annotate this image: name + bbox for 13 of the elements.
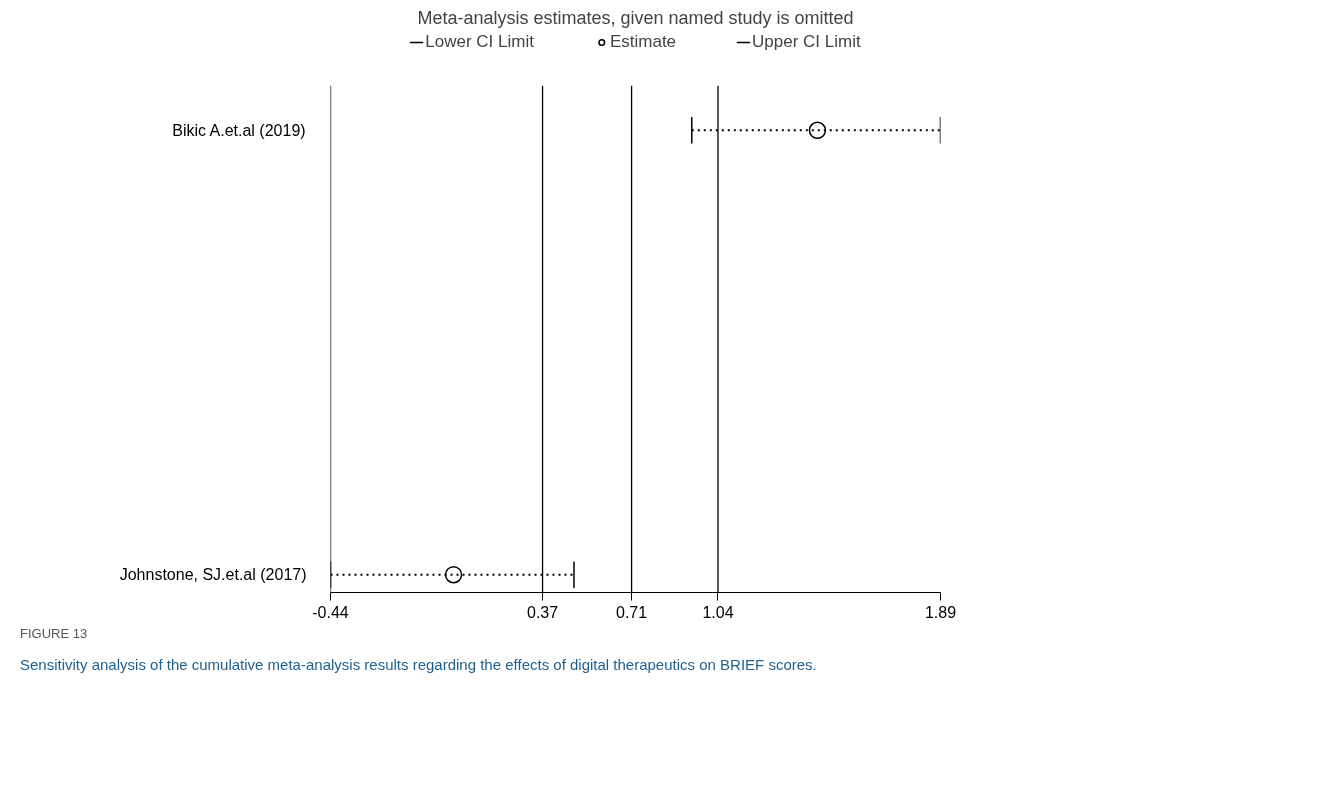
x-tick-label: 1.04: [702, 603, 734, 621]
caption: FIGURE 13: [20, 625, 88, 643]
y-tick-label: Johnstone, SJ.et.al (2017): [119, 566, 307, 584]
x-tick-label: 1.89: [924, 603, 957, 621]
annotation: Upper CI Limit: [752, 32, 861, 52]
annotation: Lower CI Limit: [425, 32, 534, 52]
y-tick-label: Bikic A.et.al (2019): [172, 121, 306, 139]
x-tick-label: 0.71: [616, 603, 648, 621]
x-tick-label: -0.44: [312, 603, 349, 621]
x-tick-label: 0.37: [526, 603, 559, 621]
annotation: Sensitivity analysis of the cumulative meta-analysis results regarding the effects of digital therapeutics on BRIEF scores.: [20, 654, 817, 675]
legend-label: Estimate: [609, 32, 677, 52]
text: Meta-analysis estimates, given named study is omitted: [417, 7, 854, 28]
